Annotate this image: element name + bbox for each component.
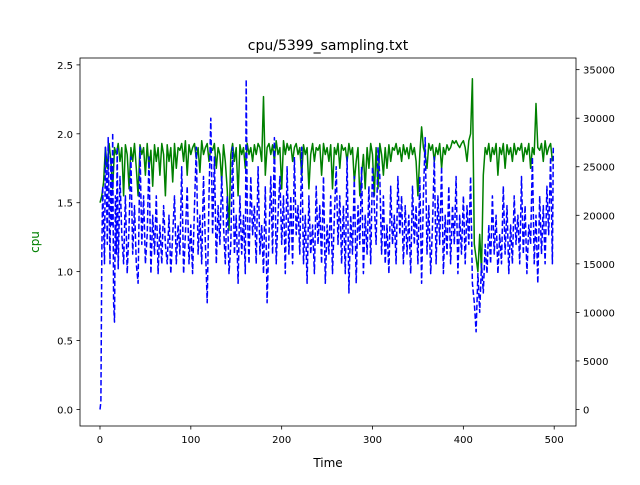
y2-tick-label: 25000 bbox=[583, 163, 615, 174]
chart-title: cpu/5399_sampling.txt bbox=[248, 38, 409, 54]
axes-layer: 0 100 200 300 400 500 0.0 0.5 1.0 1.5 2.0 2.5 0 5000 1… bbox=[57, 57, 615, 446]
x-tick-label: 500 bbox=[545, 435, 564, 446]
x-axis-label: Time bbox=[312, 456, 342, 470]
plot-frame bbox=[79, 57, 577, 427]
y2-tick-label: 5000 bbox=[583, 357, 608, 368]
y2-tick-label: 15000 bbox=[583, 260, 615, 271]
x-tick-label: 400 bbox=[454, 435, 473, 446]
y2-tick-label: 30000 bbox=[583, 114, 615, 125]
x-tick-label: 0 bbox=[97, 435, 103, 446]
x-tick-label: 300 bbox=[363, 435, 382, 446]
x-tick-label: 200 bbox=[272, 435, 291, 446]
y2-tick-label: 35000 bbox=[583, 66, 615, 77]
series-layer bbox=[99, 77, 555, 410]
y-tick-label: 1.5 bbox=[57, 199, 73, 210]
y-tick-label: 2.0 bbox=[57, 130, 73, 141]
y-tick-label: 0.0 bbox=[57, 405, 73, 416]
y-tick-label: 0.5 bbox=[57, 337, 73, 348]
y2-tick-label: 20000 bbox=[583, 211, 615, 222]
series-line-left-axis bbox=[99, 77, 554, 273]
y2-tick-label: 10000 bbox=[583, 308, 615, 319]
x-tick-label: 100 bbox=[181, 435, 200, 446]
y-axis-label: cpu bbox=[28, 231, 42, 253]
y-tick-label: 1.0 bbox=[57, 268, 73, 279]
y2-tick-label: 0 bbox=[583, 405, 589, 416]
y-tick-label: 2.5 bbox=[57, 61, 73, 72]
series-line-right-axis bbox=[99, 78, 555, 410]
